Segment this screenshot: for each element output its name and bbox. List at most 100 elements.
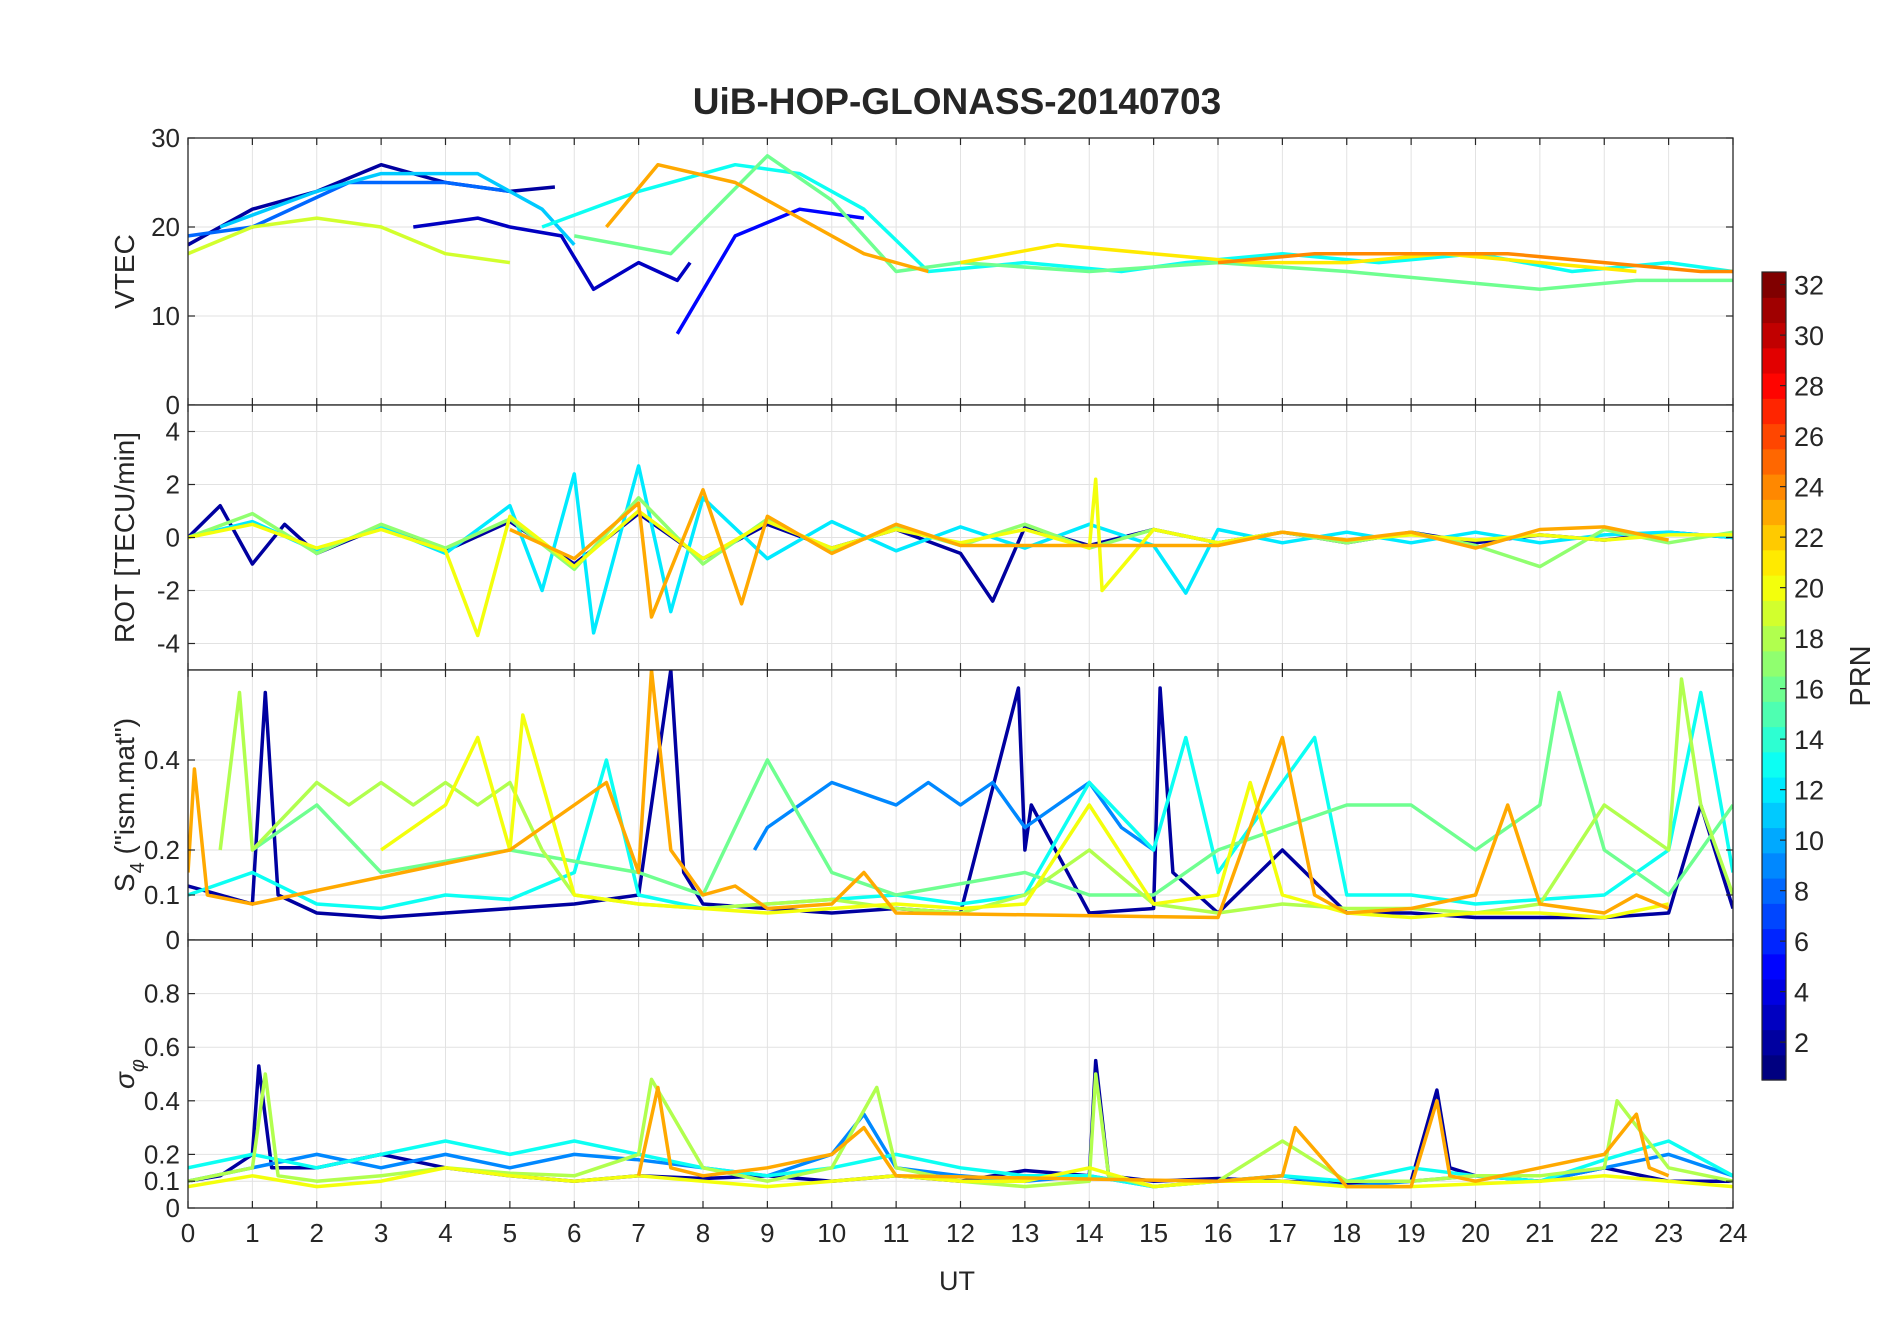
x-tick-label: 7 (631, 1218, 645, 1248)
colorbar-tick-label: 20 (1794, 574, 1824, 604)
series-prn-5 (675, 207, 865, 335)
x-tick-label: 6 (567, 1218, 581, 1248)
series-group (188, 1058, 1733, 1189)
panel-s4: 0 0.1 0.2 0.4S4 ("ism.mat") (109, 669, 1734, 955)
colorbar-tick-label: 4 (1794, 978, 1809, 1008)
colorbar-segment (1762, 852, 1786, 879)
y-axis-label: σφ (109, 1059, 149, 1089)
y-axis-label: S4 ("ism.mat") (109, 718, 149, 892)
x-tick-label: 17 (1268, 1218, 1297, 1248)
series-prn-19 (188, 216, 511, 265)
y-axis-label: ROT [TECU/min] (109, 432, 140, 643)
series-prn-11 (219, 171, 576, 246)
y-tick-label: 2 (166, 470, 180, 500)
y-tick-label: 0.1 (144, 880, 180, 910)
x-tick-label: 1 (245, 1218, 259, 1248)
colorbar-segment (1762, 448, 1786, 475)
x-tick-label: 11 (883, 1218, 910, 1248)
colorbar-segment (1762, 1004, 1786, 1031)
y-tick-label: 0.6 (144, 1032, 180, 1062)
y-axis-label: VTEC (109, 234, 140, 309)
y-tick-label: 0 (166, 1193, 180, 1223)
series-prn-23 (509, 488, 1669, 619)
series-prn-20 (188, 1166, 1733, 1189)
y-tick-label: 0.4 (144, 1086, 180, 1116)
y-tick-label: 0.2 (144, 1139, 180, 1169)
colorbar-tick-label: 28 (1794, 372, 1824, 402)
series-prn-23 (605, 162, 929, 274)
x-tick-label: 10 (817, 1218, 846, 1248)
x-tick-label: 2 (310, 1218, 324, 1248)
colorbar-tick-label: 26 (1794, 422, 1824, 452)
x-tick-label: 18 (1332, 1218, 1361, 1248)
colorbar-segment (1762, 701, 1786, 728)
colorbar-tick-label: 24 (1794, 473, 1824, 503)
colorbar-segment (1762, 297, 1786, 324)
y-tick-label: 0.2 (144, 835, 180, 865)
y-tick-label: 0.1 (144, 1166, 180, 1196)
y-tick-label: -4 (157, 629, 180, 659)
colorbar-frame (1761, 271, 1787, 1081)
colorbar-segment (1762, 751, 1786, 778)
colorbar-tick-label: 18 (1794, 624, 1824, 654)
colorbar-tick-label: 30 (1794, 321, 1824, 351)
y-tick-label: 0 (166, 390, 180, 420)
y-tick-label: 4 (166, 417, 180, 447)
y-tick-label: 0.4 (144, 745, 180, 775)
y-tick-label: 30 (151, 123, 180, 153)
colorbar-tick-label: 8 (1794, 877, 1809, 907)
series-prn-18 (188, 1072, 1733, 1189)
colorbar-tick-label: 32 (1794, 271, 1824, 301)
x-axis-label: UT (939, 1266, 975, 1296)
colorbar-tick-label: 22 (1794, 523, 1824, 553)
x-tick-label: 0 (181, 1218, 195, 1248)
colorbar-tick-label: 16 (1794, 675, 1824, 705)
series-group (188, 464, 1733, 638)
series-prn-23 (188, 670, 1670, 920)
x-tick-label: 9 (760, 1218, 774, 1248)
x-tick-label: 19 (1397, 1218, 1426, 1248)
colorbar-tick-label: 10 (1794, 826, 1824, 856)
x-tick-label: 24 (1719, 1218, 1748, 1248)
x-tick-label: 4 (438, 1218, 452, 1248)
x-tick-label: 23 (1654, 1218, 1683, 1248)
colorbar-segment (1762, 1054, 1786, 1081)
series-prn-18 (218, 677, 1733, 915)
colorbar-segment (1762, 499, 1786, 526)
series-prn-20 (188, 477, 1733, 638)
x-tick-label: 20 (1461, 1218, 1490, 1248)
y-tick-label: -2 (157, 576, 180, 606)
series-group (188, 670, 1733, 920)
x-tick-label: 14 (1075, 1218, 1104, 1248)
series-prn-21 (960, 243, 1637, 274)
y-tick-label: 0 (166, 523, 180, 553)
y-tick-label: 0 (166, 925, 180, 955)
colorbar-tick-label: 12 (1794, 776, 1824, 806)
colorbar-tick-label: 2 (1794, 1028, 1809, 1058)
y-tick-label: 0.8 (144, 979, 180, 1009)
series-prn-24 (1217, 251, 1733, 274)
colorbar-segment (1762, 903, 1786, 930)
colorbar-segment (1762, 549, 1786, 576)
colorbar-segment (1762, 347, 1786, 374)
x-tick-label: 22 (1590, 1218, 1619, 1248)
series-prn-23 (636, 1085, 1670, 1189)
colorbar-label: PRN (1845, 645, 1877, 706)
series-prn-16 (573, 154, 1733, 292)
series-prn-16 (251, 690, 1733, 897)
colorbar-tick-label: 14 (1794, 725, 1824, 755)
x-tick-label: 5 (503, 1218, 517, 1248)
colorbar-tick-label: 6 (1794, 927, 1809, 957)
colorbar-segment (1762, 398, 1786, 425)
panel-rot: -4 -2 0 2 4 ROT [TECU/min] (109, 404, 1734, 671)
panel-vtec: 0 10 20 30 VTEC (109, 123, 1734, 420)
series-prn-3 (413, 216, 692, 292)
series-group (188, 154, 1733, 335)
colorbar-segment (1762, 650, 1786, 677)
colorbar-segment (1762, 802, 1786, 829)
x-tick-label: 12 (946, 1218, 975, 1248)
